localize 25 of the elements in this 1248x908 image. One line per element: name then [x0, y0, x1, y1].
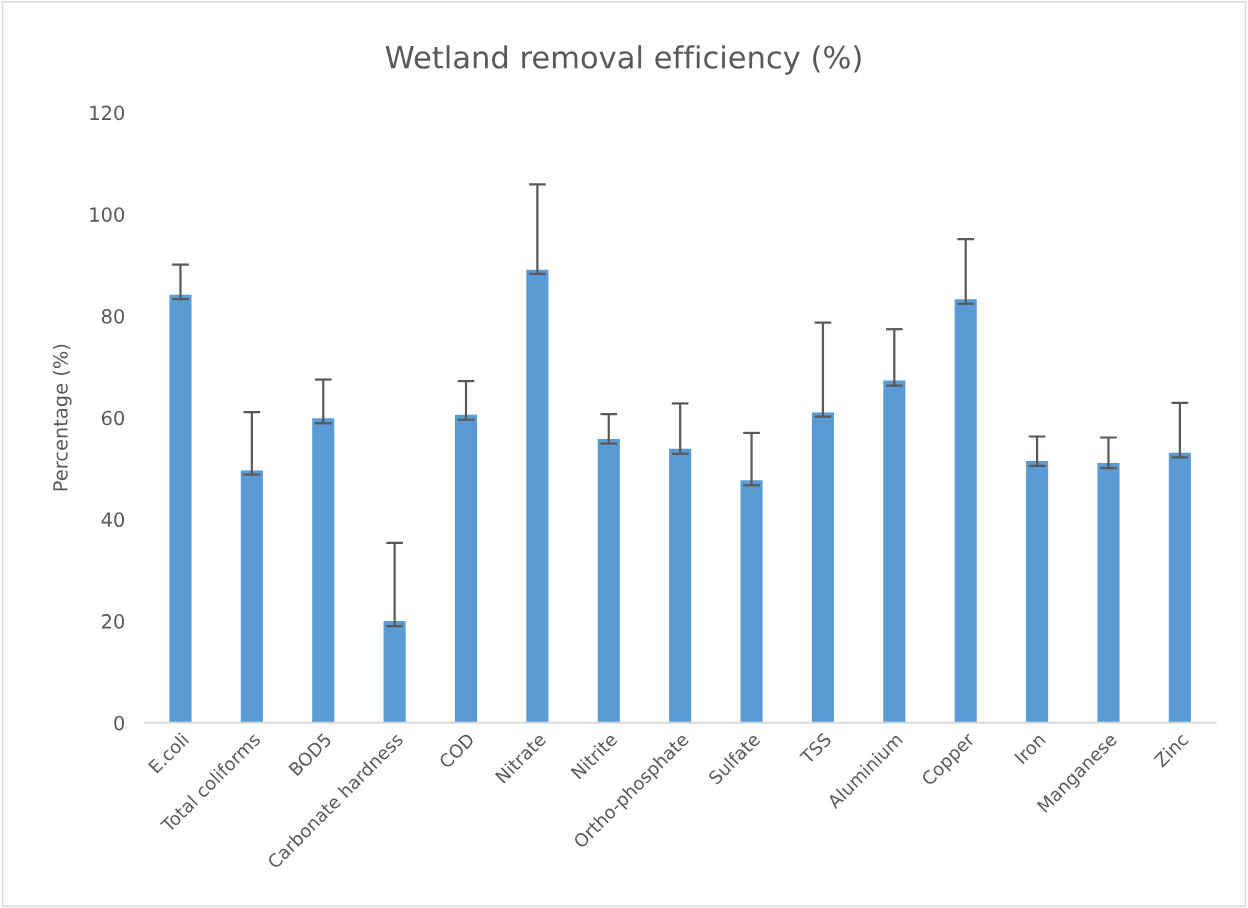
- bar: [312, 418, 335, 723]
- y-tick-label: 40: [101, 512, 125, 528]
- bar: [597, 439, 620, 723]
- chart-title: Wetland removal efficiency (%): [385, 45, 861, 75]
- y-tick-label: 60: [101, 410, 125, 426]
- bar: [669, 448, 692, 723]
- y-tick-label: 0: [114, 715, 125, 731]
- bar: [454, 414, 478, 723]
- x-tick-label: TSS: [799, 732, 833, 766]
- bar: [1097, 462, 1120, 723]
- bar: [811, 412, 834, 723]
- bar: [383, 621, 406, 723]
- y-tick-label: 80: [101, 308, 125, 324]
- y-tick-label: 20: [102, 614, 125, 629]
- bar: [1168, 452, 1191, 723]
- bar: [740, 480, 763, 723]
- y-axis-title: Percentage (%): [52, 344, 72, 491]
- y-tick-label: 100: [90, 207, 125, 222]
- bar: [1026, 460, 1049, 723]
- bar: [526, 269, 549, 723]
- y-tick-label: 120: [90, 105, 125, 121]
- bar: [240, 470, 263, 723]
- bar: [954, 299, 977, 723]
- bar: [883, 380, 906, 723]
- bar: [169, 294, 192, 723]
